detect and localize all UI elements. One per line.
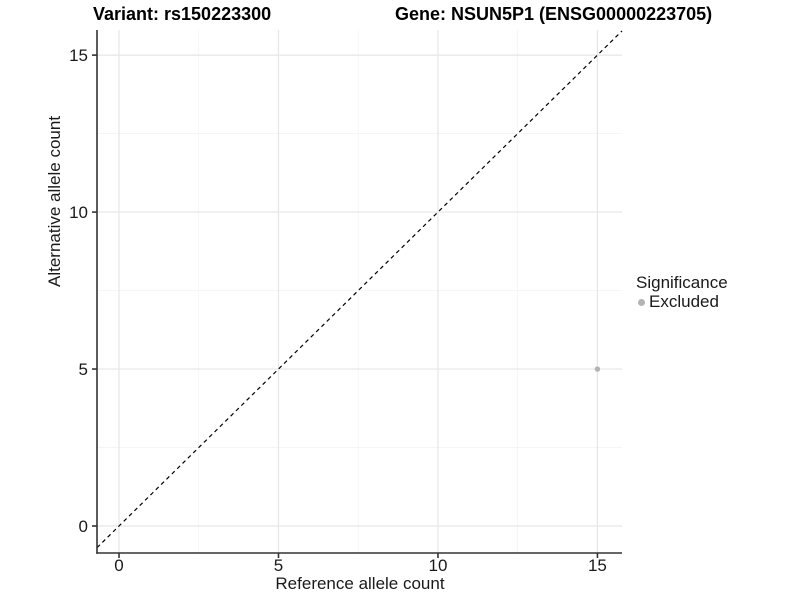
plot-title-variant: Variant: rs150223300 bbox=[93, 4, 272, 24]
legend-item-label: Excluded bbox=[649, 292, 719, 311]
legend-title: Significance bbox=[636, 273, 728, 292]
y-tick-label: 5 bbox=[79, 360, 88, 379]
x-tick-label: 10 bbox=[429, 556, 448, 575]
x-axis-title: Reference allele count bbox=[275, 574, 445, 593]
y-tick-label: 15 bbox=[69, 46, 88, 65]
x-tick-label: 15 bbox=[588, 556, 607, 575]
identity-dashed-line bbox=[96, 30, 623, 549]
y-tick-label: 0 bbox=[79, 517, 88, 536]
legend-item-excluded: Excluded bbox=[636, 293, 728, 311]
y-tick-label: 10 bbox=[69, 203, 88, 222]
plot-title-gene: Gene: NSUN5P1 (ENSG00000223705) bbox=[395, 4, 713, 24]
data-point-excluded bbox=[594, 366, 601, 372]
x-tick-label: 5 bbox=[274, 556, 283, 575]
legend: Significance Excluded bbox=[636, 273, 728, 311]
x-tick-label: 0 bbox=[114, 556, 123, 575]
excluded-point-icon bbox=[638, 298, 645, 306]
